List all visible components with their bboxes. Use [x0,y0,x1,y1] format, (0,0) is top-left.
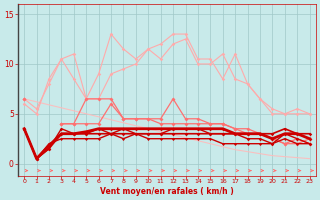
X-axis label: Vent moyen/en rafales ( km/h ): Vent moyen/en rafales ( km/h ) [100,187,234,196]
